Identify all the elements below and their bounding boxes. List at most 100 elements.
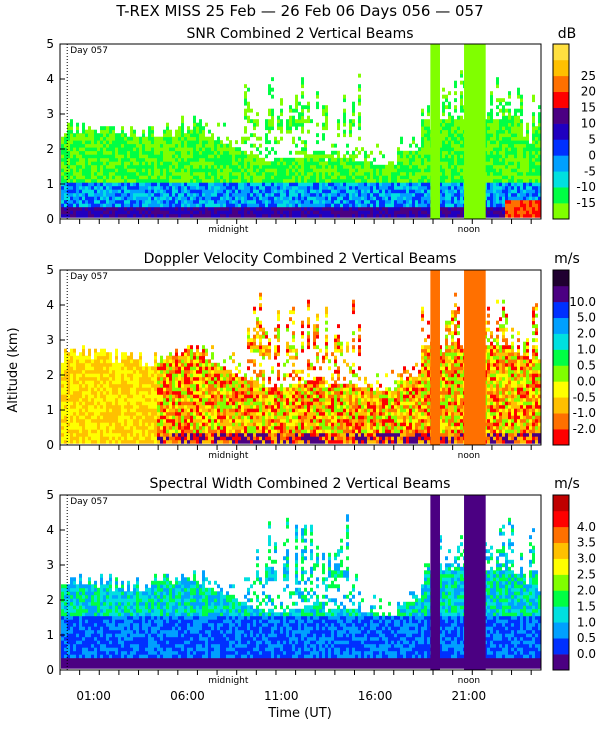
heatmap-cell: [136, 373, 139, 378]
heatmap-cell: [157, 439, 160, 444]
heatmap-cell: [298, 101, 301, 106]
heatmap-cell: [67, 136, 70, 141]
heatmap-cell: [295, 206, 298, 211]
heatmap-cell: [76, 122, 79, 127]
heatmap-cell: [205, 189, 208, 194]
heatmap-cell: [271, 161, 274, 166]
heatmap-cell: [178, 171, 181, 176]
heatmap-cell: [349, 196, 352, 201]
heatmap-cell: [349, 154, 352, 159]
heatmap-cell: [457, 175, 460, 180]
heatmap-cell: [199, 164, 202, 169]
heatmap-cell: [91, 369, 94, 374]
heatmap-cell: [64, 136, 67, 141]
heatmap-cell: [79, 154, 82, 159]
heatmap-cell: [181, 133, 184, 138]
heatmap-cell: [442, 175, 445, 180]
heatmap-cell: [88, 422, 91, 427]
heatmap-cell: [76, 196, 79, 201]
heatmap-cell: [94, 143, 97, 148]
heatmap-cell: [247, 115, 250, 120]
heatmap-cell: [154, 432, 157, 437]
heatmap-cell: [511, 129, 514, 134]
heatmap-cell: [148, 168, 151, 173]
heatmap-cell: [97, 387, 100, 392]
heatmap-cell: [67, 422, 70, 427]
heatmap-cell: [115, 425, 118, 430]
heatmap-cell: [229, 154, 232, 159]
heatmap-cell: [115, 352, 118, 357]
heatmap-cell: [100, 185, 103, 190]
heatmap-cell: [502, 171, 505, 176]
heatmap-cell: [352, 185, 355, 190]
heatmap-cell: [121, 373, 124, 378]
heatmap-cell: [448, 136, 451, 141]
heatmap-cell: [319, 199, 322, 204]
heatmap-cell: [172, 171, 175, 176]
heatmap-cell: [244, 168, 247, 173]
heatmap-cell: [166, 380, 169, 385]
heatmap-cell: [295, 98, 298, 103]
heatmap-cell: [319, 154, 322, 159]
heatmap-cell: [538, 164, 541, 169]
heatmap-cell: [343, 133, 346, 138]
heatmap-cell: [229, 203, 232, 208]
heatmap-cell: [379, 203, 382, 208]
heatmap-cell: [217, 175, 220, 180]
heatmap-cell: [97, 199, 100, 204]
heatmap-cell: [130, 429, 133, 434]
heatmap-cell: [151, 366, 154, 371]
heatmap-cell: [331, 157, 334, 162]
heatmap-cell: [133, 415, 136, 420]
heatmap-cell: [247, 161, 250, 166]
heatmap-cell: [208, 189, 211, 194]
heatmap-cell: [514, 133, 517, 138]
heatmap-cell: [418, 168, 421, 173]
heatmap-cell: [88, 199, 91, 204]
heatmap-cell: [502, 203, 505, 208]
heatmap-cell: [211, 178, 214, 183]
heatmap-cell: [130, 126, 133, 131]
heatmap-cell: [535, 196, 538, 201]
heatmap-cell: [508, 129, 511, 134]
heatmap-cell: [163, 199, 166, 204]
heatmap-cell: [265, 203, 268, 208]
heatmap-cell: [418, 210, 421, 215]
heatmap-cell: [412, 150, 415, 155]
heatmap-cell: [424, 140, 427, 145]
heatmap-cell: [205, 164, 208, 169]
heatmap-cell: [223, 203, 226, 208]
heatmap-cell: [124, 383, 127, 388]
noon-label: noon: [458, 225, 480, 235]
heatmap-cell: [193, 126, 196, 131]
heatmap-cell: [208, 178, 211, 183]
heatmap-cell: [397, 185, 400, 190]
heatmap-cell: [487, 129, 490, 134]
heatmap-cell: [460, 108, 463, 113]
heatmap-cell: [163, 150, 166, 155]
heatmap-cell: [235, 140, 238, 145]
heatmap-cell: [331, 175, 334, 180]
heatmap-cell: [277, 140, 280, 145]
heatmap-cell: [370, 178, 373, 183]
heatmap-cell: [499, 213, 502, 218]
heatmap-cell: [457, 185, 460, 190]
heatmap-cell: [106, 404, 109, 409]
heatmap-cell: [106, 366, 109, 371]
heatmap-cell: [142, 185, 145, 190]
heatmap-cell: [88, 189, 91, 194]
heatmap-cell: [514, 185, 517, 190]
heatmap-cell: [223, 143, 226, 148]
heatmap-cell: [412, 182, 415, 187]
heatmap-cell: [298, 210, 301, 215]
heatmap-cell: [523, 196, 526, 201]
heatmap-cell: [538, 133, 541, 138]
heatmap-cell: [508, 115, 511, 120]
heatmap-cell: [487, 147, 490, 152]
heatmap-cell: [160, 429, 163, 434]
heatmap-cell: [217, 143, 220, 148]
heatmap-cell: [193, 164, 196, 169]
heatmap-cell: [127, 355, 130, 360]
heatmap-cell: [427, 178, 430, 183]
heatmap-cell: [424, 210, 427, 215]
